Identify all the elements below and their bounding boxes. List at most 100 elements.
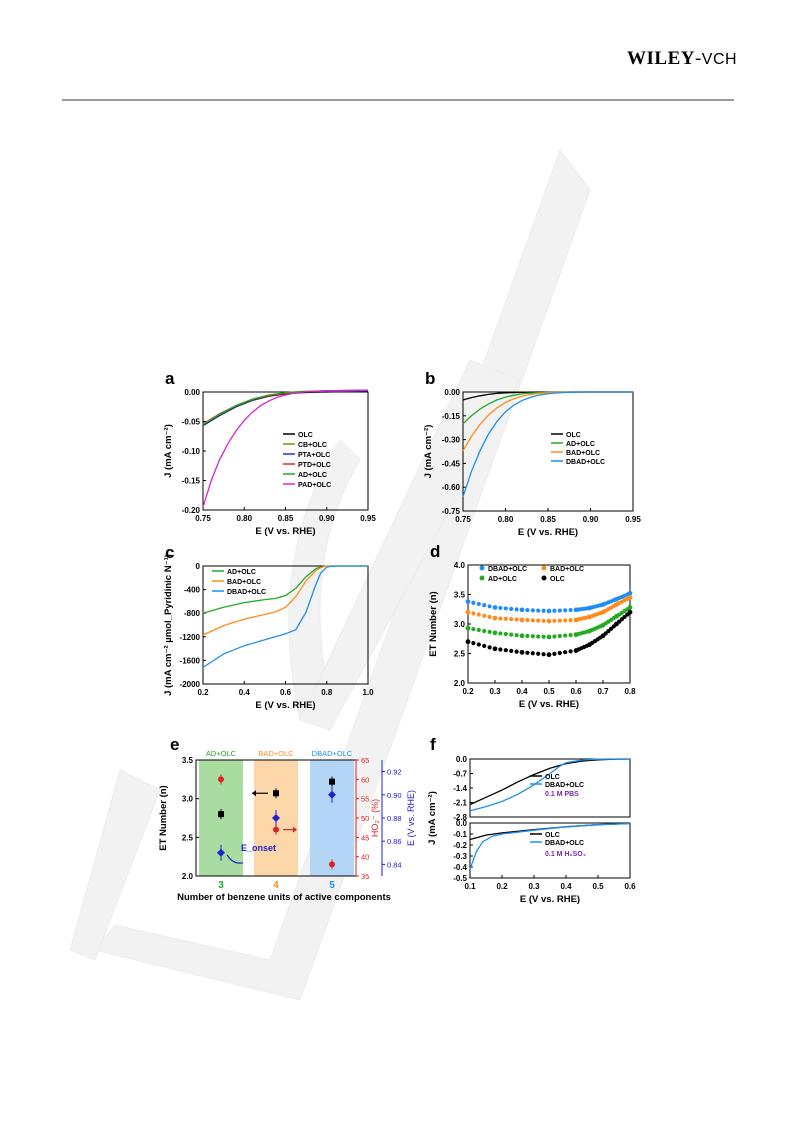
y-tick-label-mid-2: 45	[361, 833, 369, 842]
data-point-ho2-0	[218, 776, 224, 783]
data-point-d-0-3-1	[552, 608, 557, 613]
legend-label-d-3: OLC	[550, 576, 565, 583]
y-tick-label-f_top-1: -0.7	[453, 770, 467, 779]
data-point-onset-1	[272, 814, 280, 822]
data-point-d-2-3	[546, 634, 552, 640]
data-point-d-2-3-2	[557, 633, 562, 639]
x-tick-label-d-1: 0.3	[489, 687, 501, 696]
data-point-d-2-6-4	[611, 616, 616, 621]
y-tick-label-f_top-2: -1.4	[453, 784, 467, 793]
data-point-d-2-2-3	[536, 634, 541, 639]
series-line-b-3	[462, 391, 633, 497]
legend-label-b-2: BAD+OLC	[566, 450, 600, 457]
data-point-d-2-0	[465, 625, 471, 631]
y-axis-label-right-e: E (V vs. RHE)	[406, 790, 416, 846]
data-point-d-1-2	[519, 617, 525, 623]
y-tick-label-b-4: -0.60	[442, 483, 461, 492]
data-point-d-0-7-4	[625, 592, 630, 597]
y-tick-label-f_bottom-2: -0.2	[453, 841, 467, 850]
data-point-d-1-4-4	[584, 615, 589, 620]
data-point-d-1-5-4	[598, 611, 603, 616]
y-tick-label-f_bottom-4: -0.4	[453, 863, 467, 872]
legend-label-f_bottom-0: OLC	[545, 832, 560, 839]
data-point-d-2-1	[492, 630, 498, 636]
panel-c: 0.2 0.4 0.6 0.8 1.0 0 -400 -800 -1200 -1600 -2000 E…	[160, 538, 382, 723]
y-tick-label-a-0: 0.00	[184, 388, 200, 397]
x-tick-label-a-4: 0.95	[360, 514, 376, 523]
data-point-d-1-1-2	[503, 616, 508, 621]
x-tick-label-b-0: 0.75	[455, 515, 471, 524]
data-point-d-1-2-1	[525, 618, 530, 623]
legend-marker-d-2	[479, 575, 485, 581]
x-tick-label-f_bottom-2: 0.3	[528, 882, 540, 891]
y-tick-label-left-1: 2.5	[182, 833, 194, 842]
data-point-d-3-3-1	[552, 651, 557, 656]
legend-label-a-4: AD+OLC	[298, 472, 327, 479]
data-point-d-1-0-3	[482, 613, 487, 618]
data-point-d-3-2-3	[536, 651, 541, 656]
legend-marker-d-0	[479, 565, 485, 571]
data-point-d-2-2	[519, 633, 525, 639]
data-point-d-0-1-4	[514, 607, 519, 612]
data-point-d-3-4-4	[584, 643, 589, 648]
data-point-d-2-2-4	[541, 634, 546, 639]
data-point-d-0-0-2	[476, 601, 481, 607]
legend-label-d-0: DBAD+OLC	[488, 566, 527, 573]
data-point-d-1-2-4	[541, 618, 546, 623]
data-point-ho2-2	[329, 861, 335, 868]
data-point-d-1-1-4	[514, 617, 519, 622]
note-pbs: 0.1 M PBS	[545, 791, 579, 798]
watermark-stroke-4	[69, 769, 161, 961]
y-tick-label-mid-4: 55	[361, 795, 369, 804]
category-label-1: 4	[273, 880, 279, 891]
panel-a: 0.75 0.80 0.85 0.90 0.95 0.00 -0.05 -0.10 -0.15 -…	[160, 368, 382, 543]
data-point-d-3-3-4	[568, 649, 573, 654]
series-line-c-1	[202, 565, 368, 636]
data-point-et-2	[329, 778, 335, 785]
data-point-d-0-3-4	[568, 607, 573, 613]
y-tick-label-right-3: 0.90	[387, 791, 402, 800]
x-tick-label-c-0: 0.2	[197, 688, 209, 697]
y-tick-label-right-0: 0.84	[387, 860, 402, 869]
data-point-d-3-1	[492, 646, 498, 652]
x-axis-label-b: E (V vs. RHE)	[518, 527, 578, 538]
y-tick-label-left-0: 2.0	[182, 872, 194, 881]
x-axis-label-d: E (V vs. RHE)	[519, 699, 579, 710]
y-axis-label-c: J (mA cm⁻² µmol_Pyridinic N⁻¹)	[163, 554, 174, 696]
data-point-d-3-3-2	[557, 650, 562, 656]
y-tick-label-a-1: -0.05	[182, 418, 201, 427]
panel-label-e: e	[170, 735, 179, 754]
panel-b: 0.75 0.80 0.85 0.90 0.95 0.00 -0.15 -0.30 -0.45 -…	[420, 368, 642, 543]
y-tick-label-f_bottom-3: -0.3	[453, 852, 467, 861]
data-point-d-0-1-1	[498, 605, 503, 611]
x-tick-label-f_bottom-4: 0.5	[592, 882, 604, 891]
category-label-2: 5	[329, 880, 335, 891]
data-point-d-0-2-3	[536, 608, 541, 613]
x-tick-label-d-2: 0.4	[516, 687, 528, 696]
data-point-d-2-5-4	[598, 624, 603, 629]
y-tick-label-c-1: -400	[184, 586, 201, 595]
legend-label-a-0: OLC	[298, 432, 313, 439]
y-tick-label-b-2: -0.30	[442, 436, 461, 445]
data-point-d-1-3-1	[552, 618, 557, 623]
data-point-d-2-1-4	[514, 633, 519, 638]
data-point-d-1-0	[465, 609, 471, 615]
data-point-et-0	[218, 811, 224, 818]
x-tick-label-c-3: 0.8	[321, 688, 333, 697]
x-tick-label-a-3: 0.90	[319, 514, 335, 523]
y-tick-label-d-4: 4.0	[454, 561, 466, 570]
data-point-d-3-7-3	[622, 614, 627, 620]
data-point-d-3-6-1	[603, 631, 608, 636]
series-line-f_top-1	[469, 758, 631, 812]
data-point-d-0-2	[519, 607, 525, 613]
series-d-0	[465, 590, 633, 614]
x-tick-label-a-2: 0.85	[278, 514, 294, 523]
x-tick-label-c-1: 0.4	[239, 688, 251, 697]
legend-label-c-2: DBAD+OLC	[227, 589, 266, 596]
data-point-d-1-3-4	[568, 618, 573, 623]
data-point-d-3-0-3	[482, 643, 487, 649]
y-axis-label-b: J (mA cm⁻²)	[423, 425, 434, 479]
chart-c: 0.2 0.4 0.6 0.8 1.0 0 -400 -800 -1200 -1600 -2000 E…	[163, 543, 374, 711]
x-axis-label-c: E (V vs. RHE)	[255, 700, 315, 711]
y-tick-label-b-0: 0.00	[444, 388, 460, 397]
